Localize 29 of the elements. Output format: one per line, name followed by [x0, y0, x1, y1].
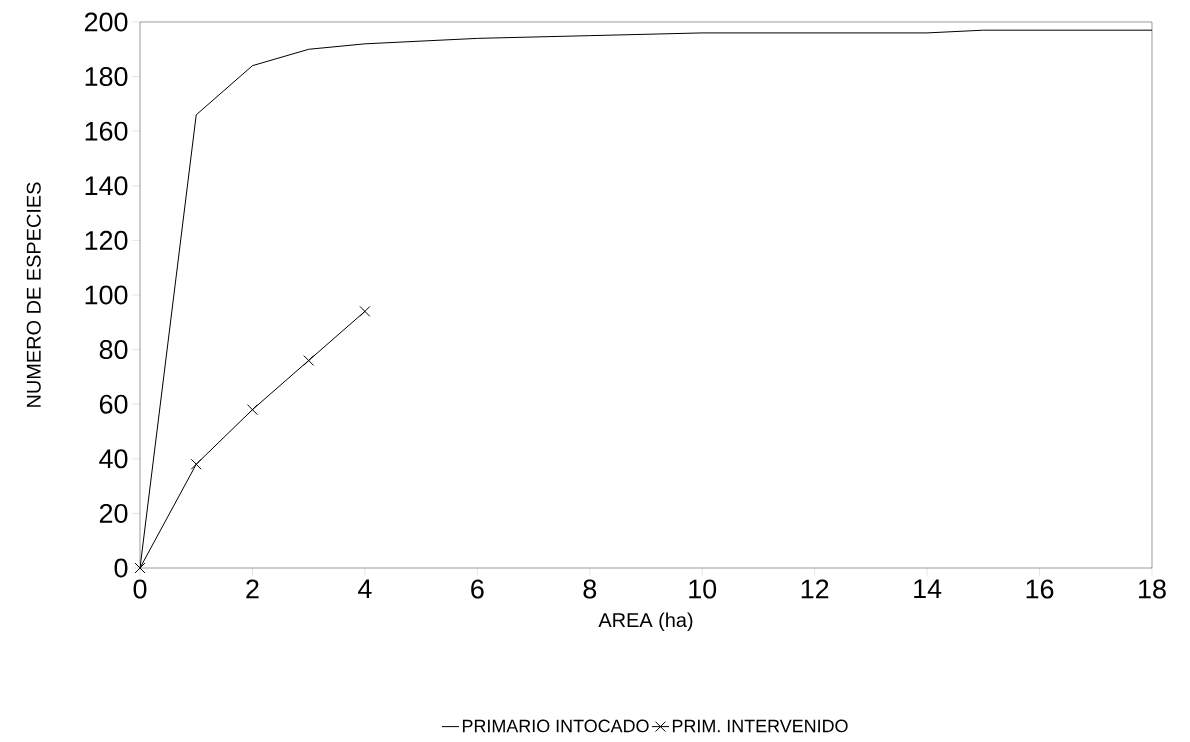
x-axis-title: AREA (ha)	[598, 612, 693, 632]
x-tick-label: 2	[246, 579, 259, 599]
y-tick-label: 0	[114, 558, 128, 578]
x-tick-label: 16	[1026, 579, 1054, 599]
y-axis-title: NUMERO DE ESPECIES	[26, 182, 41, 407]
x-tick-label: 8	[583, 579, 597, 599]
y-tick-label: 60	[99, 394, 128, 414]
y-tick-label: 140	[85, 176, 128, 196]
x-tick-label: 0	[133, 579, 147, 599]
x-tick-label: 18	[1139, 579, 1166, 599]
y-tick-label: 200	[84, 12, 128, 32]
point	[246, 404, 258, 416]
x-tick-label: 6	[471, 579, 484, 599]
legend-label: PRIM. INTERVENIDO	[672, 719, 848, 733]
x-tick-label: 12	[801, 579, 829, 599]
y-tick-label: 160	[85, 121, 128, 141]
y-tick-label: 20	[99, 503, 128, 523]
y-tick-label: 120	[85, 230, 128, 250]
y-tick-label: 80	[99, 340, 128, 360]
y-tick-label: 40	[99, 449, 128, 469]
point	[359, 305, 371, 317]
x-tick-label: 4	[358, 579, 372, 599]
x-tick-label: 14	[914, 579, 942, 599]
point	[190, 458, 202, 470]
legend-label: PRIMARIO INTOCADO	[462, 719, 649, 733]
x-tick-label: 10	[689, 579, 717, 599]
y-tick-label: 100	[85, 285, 128, 305]
point	[303, 355, 315, 366]
y-tick-label: 180	[85, 67, 128, 87]
